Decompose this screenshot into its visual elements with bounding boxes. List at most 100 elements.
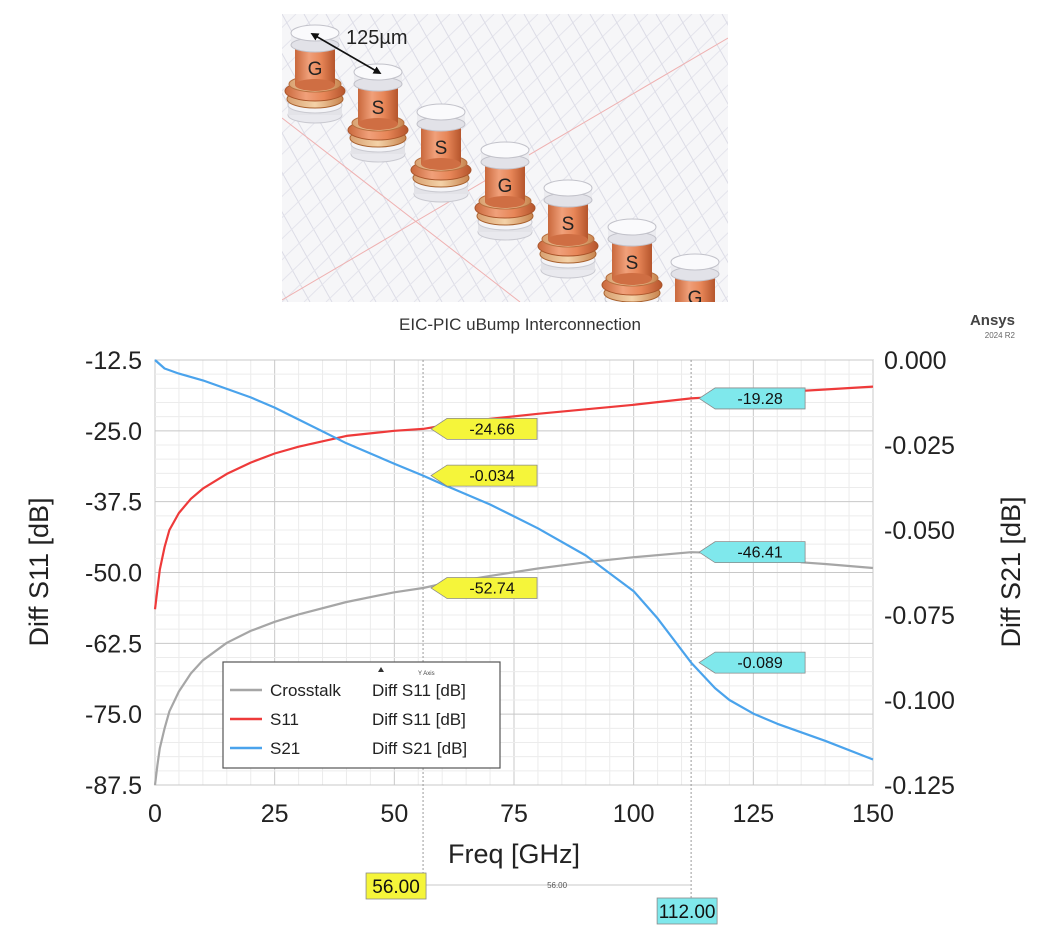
floor-line bbox=[106, 14, 266, 302]
floor-line bbox=[0, 14, 2, 302]
y-left-tick-label: -25.0 bbox=[85, 418, 142, 446]
pin-label: S bbox=[372, 98, 385, 119]
pin-label: S bbox=[626, 253, 639, 274]
floor-line bbox=[545, 14, 707, 302]
floor-line bbox=[282, 92, 399, 302]
y-left-tick-label: -75.0 bbox=[85, 701, 142, 729]
floor-line bbox=[282, 14, 341, 71]
pin-label: G bbox=[688, 288, 703, 309]
floor-line bbox=[898, 14, 1051, 302]
brand-version: 2024 R2 bbox=[985, 331, 1016, 340]
series-line-s11 bbox=[153, 385, 874, 610]
floor-line bbox=[920, 14, 1051, 302]
floor-line bbox=[876, 14, 1051, 302]
x-marker-56.00: 56.00 bbox=[365, 872, 427, 900]
floor-line bbox=[0, 14, 90, 302]
legend-entries: Crosstalk Diff S11 [dB] S11 Diff S11 [dB] S2… bbox=[230, 681, 467, 758]
floor-line bbox=[282, 14, 451, 176]
x-axis-ticks: 0 25 50 75 100 125 150 bbox=[148, 800, 894, 828]
floor-line bbox=[810, 14, 1051, 302]
legend-series-name: S11 bbox=[270, 710, 299, 729]
floor-line bbox=[282, 290, 289, 302]
floor-line bbox=[0, 14, 230, 302]
floor-line bbox=[282, 210, 333, 302]
floor-line bbox=[282, 171, 355, 302]
floor-line bbox=[942, 14, 1051, 302]
floor-line bbox=[523, 14, 685, 302]
y-right-tick-label: -0.025 bbox=[884, 432, 955, 460]
x-axis-label: Freq [GHz] bbox=[448, 839, 580, 869]
floor-line bbox=[282, 14, 495, 219]
x-marker-labels: 56.00 56.00 112.00 bbox=[365, 872, 718, 925]
floor-line bbox=[633, 211, 728, 302]
annotation-layer: -24.66 -0.034 -52.74 -19.28 -46.41 -0.089 bbox=[430, 387, 806, 674]
pin-label: G bbox=[498, 176, 513, 197]
dimension-label: 125µm bbox=[346, 27, 408, 49]
floor-line bbox=[0, 14, 164, 302]
floor-line bbox=[435, 20, 728, 302]
floor-line bbox=[721, 295, 728, 302]
annotation-crosstalk: -46.41 bbox=[698, 541, 806, 564]
chart-title: EIC-PIC uBump Interconnection bbox=[399, 315, 641, 334]
y-right-tick-label: -0.125 bbox=[884, 772, 955, 800]
floor-line bbox=[699, 14, 728, 66]
floor-line bbox=[942, 14, 1051, 302]
floor-line bbox=[655, 232, 728, 302]
pin-g: G bbox=[670, 253, 720, 309]
floor-line bbox=[1008, 14, 1051, 302]
floor-line bbox=[282, 14, 561, 282]
floor-line bbox=[611, 14, 728, 224]
floor-line bbox=[282, 52, 421, 302]
dimension-arrow bbox=[310, 32, 382, 75]
x-tick-label: 100 bbox=[613, 800, 655, 828]
floor-line bbox=[611, 189, 728, 302]
floor-line bbox=[1030, 14, 1051, 302]
x-marker-label: 56.00 bbox=[372, 877, 420, 898]
floor-line bbox=[479, 63, 728, 302]
pin-label: S bbox=[435, 138, 448, 159]
y-right-tick-label: 0.000 bbox=[884, 347, 947, 375]
floor-line bbox=[854, 14, 1014, 302]
annotation-value: -0.034 bbox=[469, 468, 514, 485]
floor-line bbox=[391, 14, 693, 302]
annotation-value: -46.41 bbox=[737, 545, 782, 562]
floor-line bbox=[964, 14, 1051, 302]
floor-line bbox=[0, 14, 24, 302]
delta-label: 56.00 bbox=[547, 881, 568, 890]
brand-name: Ansys bbox=[970, 312, 1015, 329]
annotation-crosstalk: -52.74 bbox=[430, 577, 538, 599]
floor-line bbox=[854, 14, 1051, 302]
floor-line bbox=[766, 14, 926, 302]
floor-line bbox=[766, 14, 1051, 302]
floor-line bbox=[282, 250, 311, 302]
floor-line bbox=[391, 14, 553, 302]
floor-line bbox=[282, 14, 319, 50]
floor-line bbox=[0, 14, 112, 302]
floor-line bbox=[986, 14, 1051, 302]
floor-line bbox=[589, 14, 728, 264]
legend-series-name: Crosstalk bbox=[270, 681, 341, 700]
floor-line bbox=[920, 14, 1051, 302]
annotation-value: -19.28 bbox=[737, 391, 782, 408]
y-left-tick-label: -50.0 bbox=[85, 560, 142, 588]
floor-line bbox=[0, 14, 134, 302]
legend-entry-crosstalk: Crosstalk Diff S11 [dB] bbox=[230, 681, 466, 700]
floor-line bbox=[832, 14, 992, 302]
series-line-s21 bbox=[154, 359, 874, 761]
floor-line bbox=[655, 14, 728, 145]
floor-line bbox=[788, 14, 1051, 302]
floor-line bbox=[964, 14, 1051, 302]
y-right-tick-label: -0.050 bbox=[884, 517, 955, 545]
floor-line bbox=[677, 14, 728, 106]
annotation-s11: -19.28 bbox=[698, 387, 806, 410]
pin-label: G bbox=[308, 59, 323, 80]
y-right-tick-label: -0.100 bbox=[884, 687, 955, 715]
legend: Y Axis Crosstalk Diff S11 [dB] S11 Diff S11… bbox=[222, 661, 501, 769]
floor-line bbox=[325, 14, 627, 302]
pin-s: S bbox=[347, 63, 409, 163]
floor-line bbox=[62, 14, 222, 302]
annotation-value: -0.089 bbox=[737, 655, 782, 672]
floor-line bbox=[282, 14, 473, 198]
pin-row: G S S G S S G bbox=[284, 24, 720, 309]
y-right-tick-label: -0.075 bbox=[884, 602, 955, 630]
